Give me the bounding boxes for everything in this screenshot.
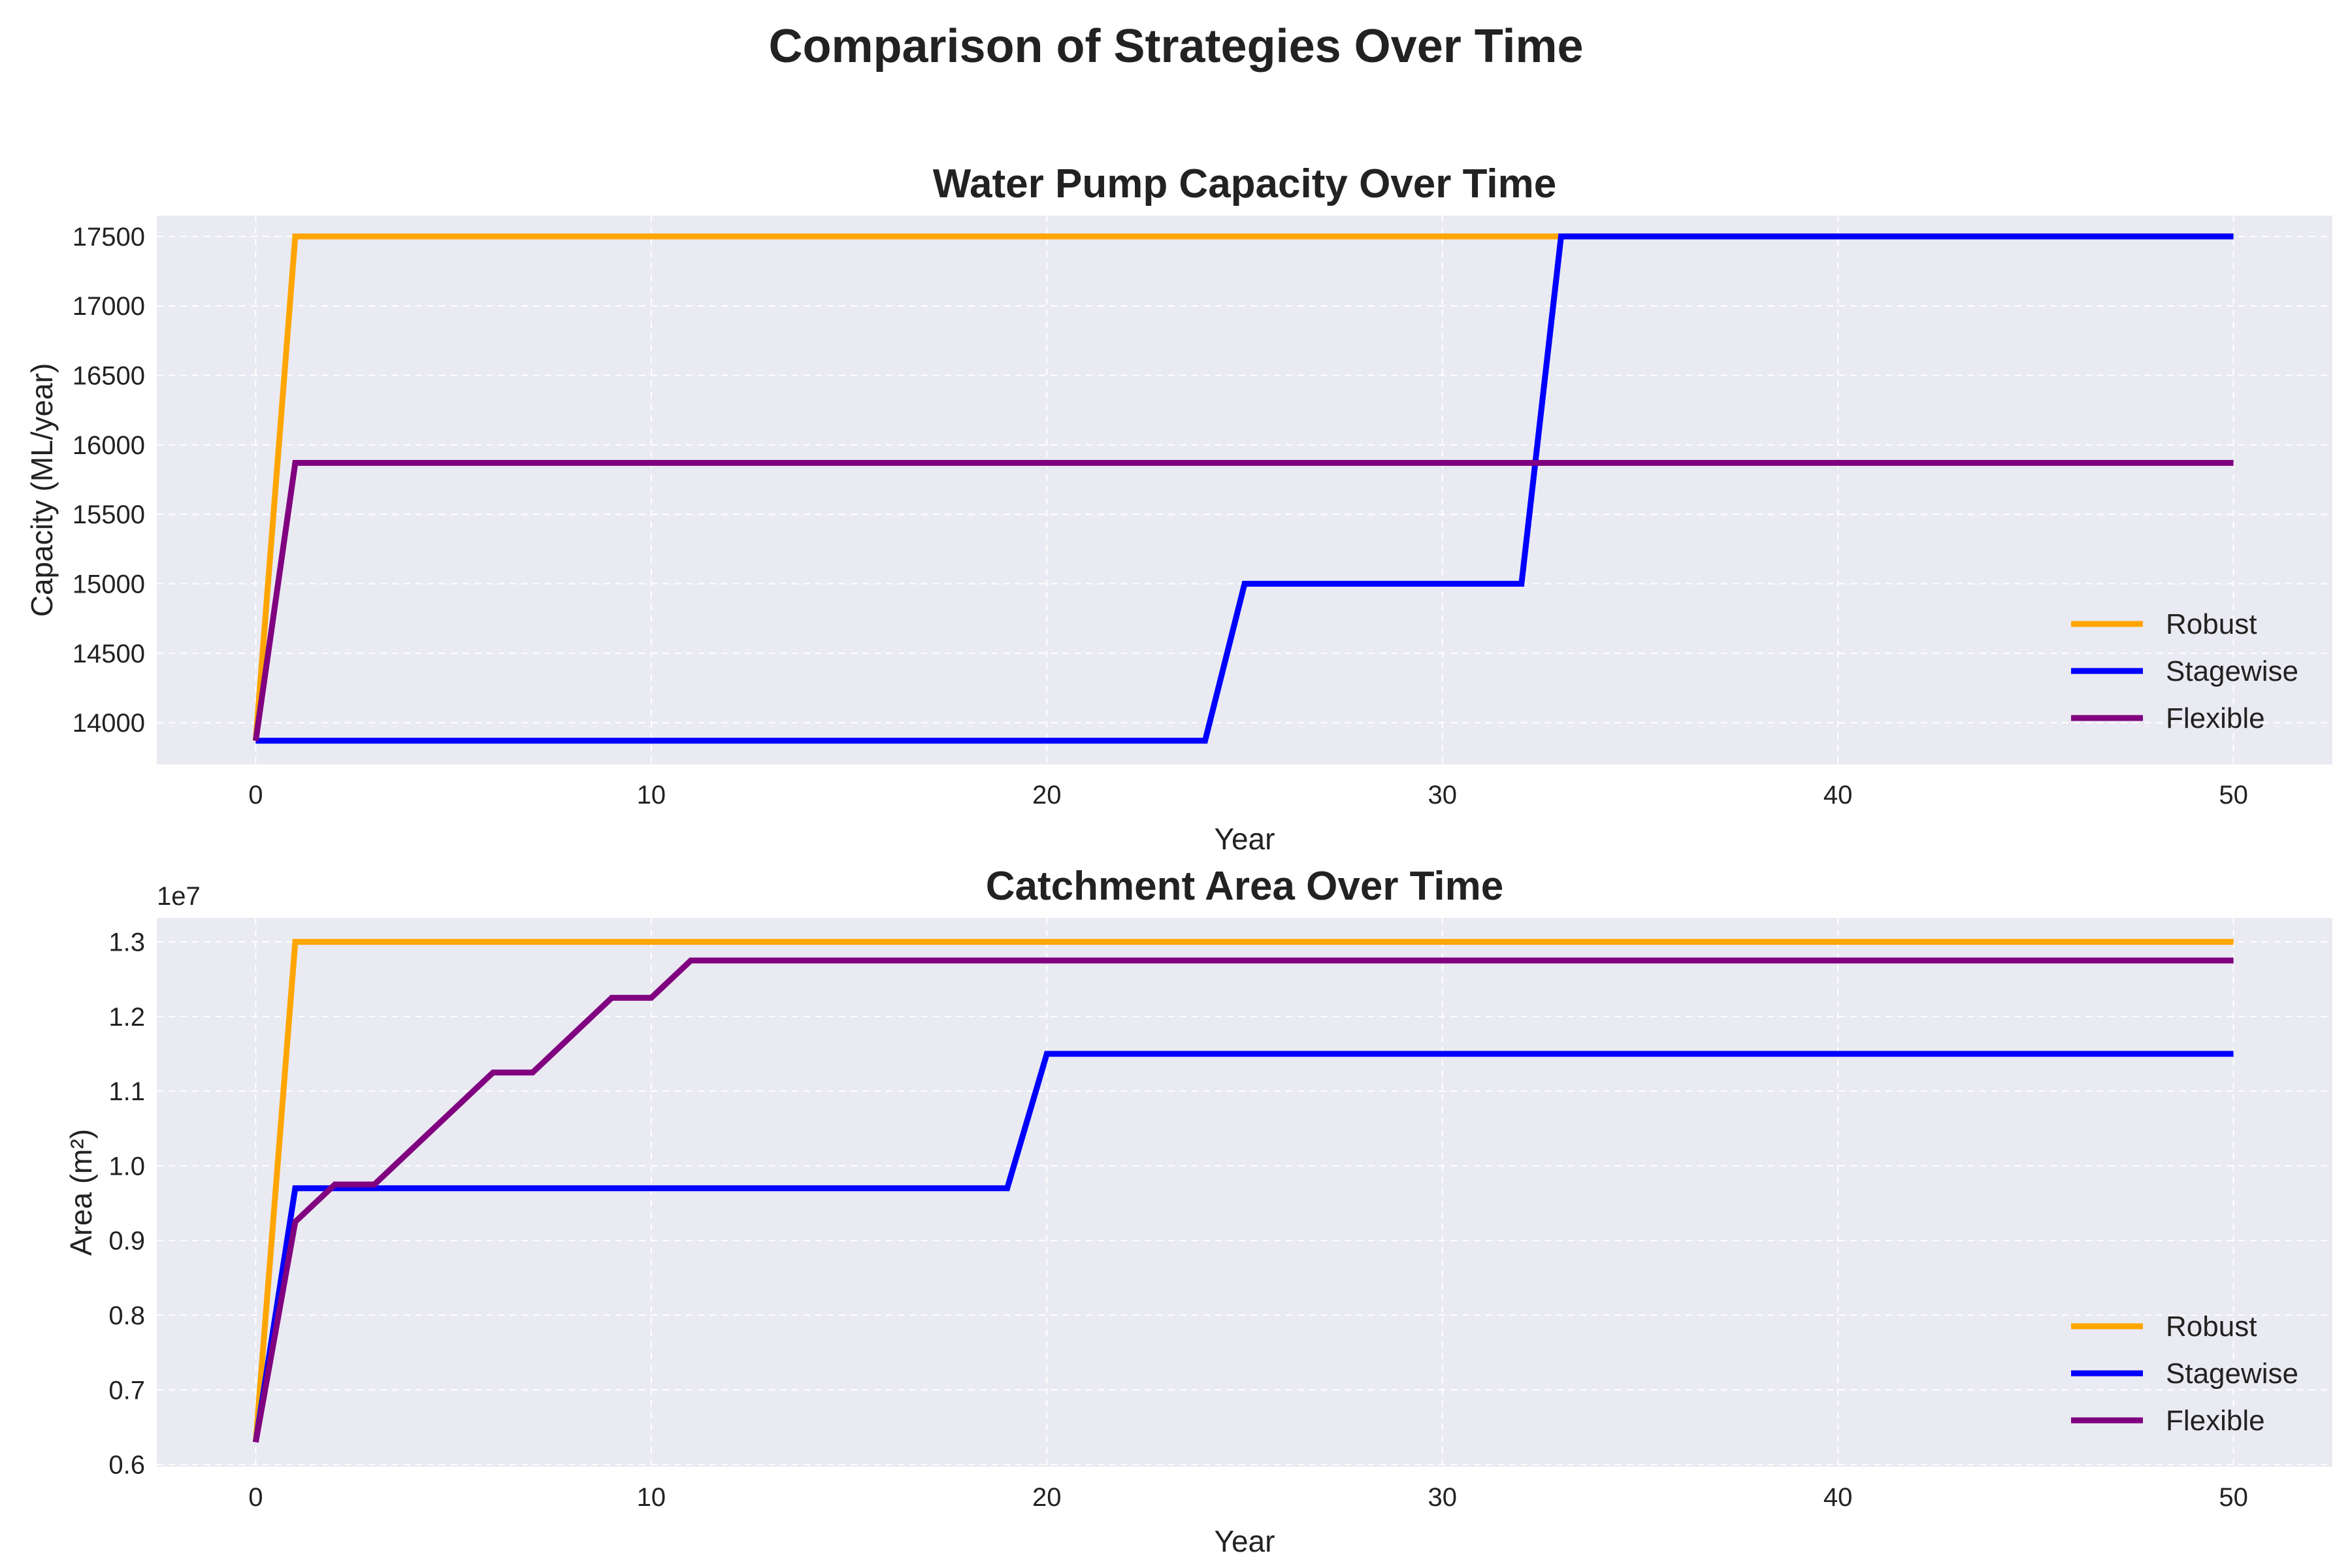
series-line-flexible — [252, 460, 2234, 742]
y-tick-label: 16000 — [73, 431, 145, 460]
y-tick-label: 17000 — [73, 292, 145, 321]
y-tick-label: 0.6 — [108, 1451, 145, 1480]
legend-label-flexible: Flexible — [2166, 702, 2265, 734]
y-tick-label: 0.9 — [108, 1227, 145, 1256]
x-tick-label: 0 — [248, 781, 263, 809]
y-tick-label: 0.7 — [108, 1376, 145, 1405]
y-tick-label: 14000 — [73, 709, 145, 738]
y-tick-label: 1.2 — [108, 1003, 145, 1032]
legend-label-stagewise: Stagewise — [2166, 1358, 2298, 1390]
y-tick-label: 14500 — [73, 640, 145, 668]
y-axis-label: Capacity (ML/year) — [25, 363, 59, 617]
plot-area — [157, 216, 2332, 764]
y-tick-label: 1.0 — [108, 1152, 145, 1181]
y-tick-label: 16500 — [73, 362, 145, 391]
legend: Robust Stagewise Flexible — [2071, 608, 2298, 734]
series-line-stagewise — [255, 233, 2234, 744]
figure-title: Comparison of Strategies Over Time — [768, 20, 1584, 73]
x-axis-label: Year — [1215, 822, 1275, 856]
legend-label-flexible: Flexible — [2166, 1405, 2265, 1437]
y-offset-text: 1e7 — [157, 882, 201, 911]
y-tick-label: 15000 — [73, 570, 145, 599]
y-tick-label: 1.1 — [108, 1077, 145, 1106]
x-tick-label: 20 — [1032, 781, 1062, 809]
legend: Robust Stagewise Flexible — [2071, 1311, 2298, 1437]
x-tick-label: 50 — [2219, 781, 2248, 809]
y-axis-label: Area (m²) — [64, 1129, 98, 1256]
x-tick-label: 30 — [1428, 781, 1457, 809]
x-axis-label: Year — [1215, 1524, 1275, 1558]
axes-title: Water Pump Capacity Over Time — [933, 161, 1556, 206]
legend-label-robust: Robust — [2166, 608, 2257, 640]
x-tick-label: 40 — [1823, 1483, 1853, 1512]
y-tick-label: 1.3 — [108, 928, 145, 957]
axes-title: Catchment Area Over Time — [986, 864, 1504, 909]
series-line-robust — [252, 939, 2234, 1443]
x-tick-label: 10 — [637, 1483, 666, 1512]
x-tick-label: 30 — [1428, 1483, 1457, 1512]
x-tick-label: 10 — [637, 781, 666, 809]
plot-area — [157, 918, 2332, 1467]
y-tick-label: 0.8 — [108, 1301, 145, 1330]
x-tick-label: 0 — [248, 1483, 263, 1512]
y-tick-label: 17500 — [73, 223, 145, 252]
series-line-stagewise — [252, 1051, 2234, 1443]
panel-1: 0 10 20 30 40 50 14000 14500 15000 15500 16000 1650… — [25, 161, 2332, 856]
series-line-flexible — [252, 957, 2234, 1443]
legend-label-stagewise: Stagewise — [2166, 655, 2298, 687]
panel-2: 0 10 20 30 40 50 0.6 0.7 0.8 0.9 1.0 1.1 1.2 1.3 1e7 Ca… — [64, 864, 2332, 1558]
legend-label-robust: Robust — [2166, 1311, 2257, 1343]
x-tick-label: 20 — [1032, 1483, 1062, 1512]
y-tick-label: 15500 — [73, 500, 145, 529]
x-tick-label: 40 — [1823, 781, 1853, 809]
x-tick-label: 50 — [2219, 1483, 2248, 1512]
